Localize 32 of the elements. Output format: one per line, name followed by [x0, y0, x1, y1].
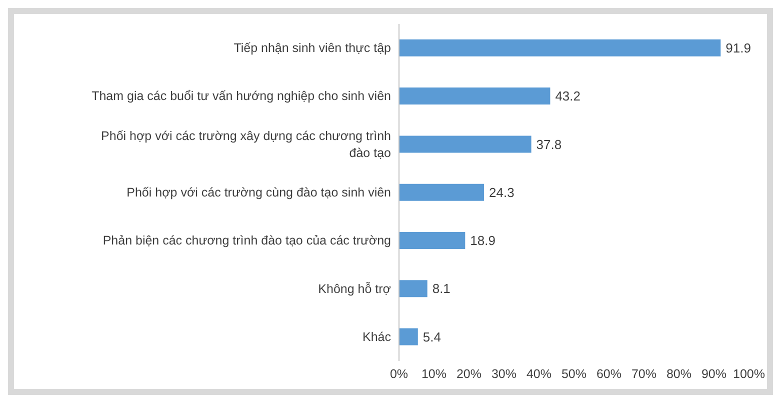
- x-tick-label: 20%: [456, 366, 482, 381]
- bar: [399, 328, 418, 346]
- x-tick-label: 60%: [596, 366, 622, 381]
- y-tick-label: Tiếp nhận sinh viên thực tập: [234, 41, 392, 56]
- x-tick-label: 70%: [631, 366, 657, 381]
- data-label: 37.8: [536, 136, 562, 152]
- y-tick-label: Không hỗ trợ: [318, 282, 391, 296]
- bar: [399, 280, 428, 298]
- bar: [399, 136, 532, 153]
- x-tick-label: 10%: [421, 366, 447, 381]
- data-label: 43.2: [555, 88, 581, 104]
- data-label: 5.4: [422, 329, 441, 344]
- y-tick-label: Khác: [362, 330, 391, 344]
- data-label: 91.9: [726, 40, 751, 56]
- y-tick-label: Tham gia các buổi tư vấn hướng nghiệp cho sinh viên: [92, 89, 392, 104]
- bar: [399, 88, 550, 105]
- x-tick-label: 80%: [666, 366, 692, 381]
- bar: [399, 39, 721, 56]
- y-tick-label: Phản biện các chương trình đào tạo của các trường: [102, 234, 392, 248]
- bar: [399, 232, 466, 249]
- data-label: 24.3: [489, 184, 514, 200]
- bar: [399, 184, 484, 201]
- x-tick-label: 100%: [733, 366, 765, 381]
- y-tick-label: Phối hợp với các trường xây dựng các chương trình đào tạo: [101, 128, 392, 160]
- x-tick-label: 30%: [491, 366, 517, 381]
- data-label: 8.1: [432, 281, 450, 296]
- x-tick-label: 50%: [561, 366, 587, 381]
- x-tick-label: 0%: [390, 366, 408, 381]
- y-tick-label: Phối hợp với các trường cùng đào tạo sinh viên: [126, 186, 392, 200]
- data-label: 18.9: [470, 233, 496, 248]
- x-tick-label: 40%: [526, 366, 552, 381]
- x-tick-label: 90%: [701, 366, 727, 381]
